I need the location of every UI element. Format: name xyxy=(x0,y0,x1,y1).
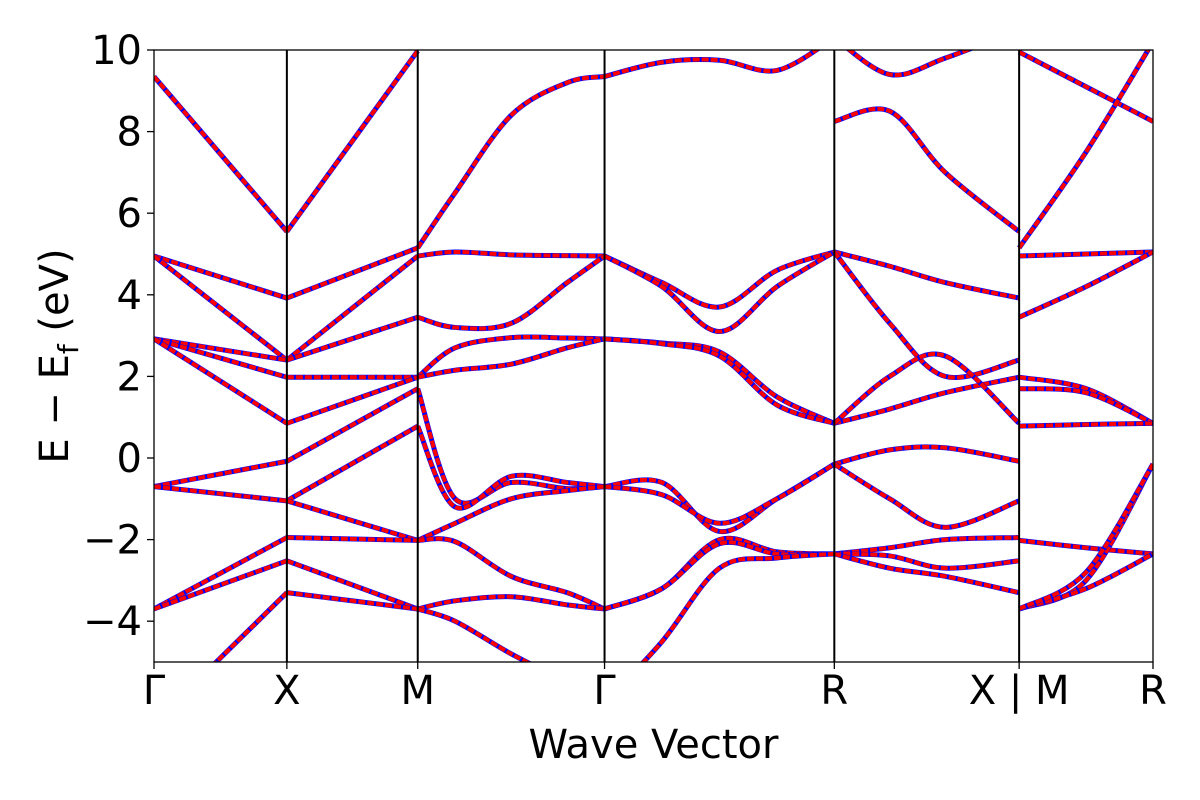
band-line-overlay xyxy=(286,590,418,611)
x-tick-label: X | M xyxy=(969,668,1070,714)
band-line-overlay xyxy=(154,535,288,611)
band-line-overlay xyxy=(832,250,1020,380)
band-line-overlay xyxy=(417,254,606,331)
band-line-reference xyxy=(604,336,836,426)
x-tick-label: X xyxy=(273,668,300,714)
band-line-overlay xyxy=(416,484,605,543)
band-line-overlay xyxy=(833,444,1020,467)
band-line-reference xyxy=(603,50,821,79)
band-line-reference xyxy=(603,539,835,612)
y-axis-title-main: E − E xyxy=(32,354,78,464)
band-line-overlay xyxy=(154,459,288,489)
band-line-overlay xyxy=(1019,386,1153,426)
y-tick-label: −2 xyxy=(83,518,142,564)
band-line-overlay xyxy=(286,535,418,543)
band-line-overlay xyxy=(285,424,419,503)
band-line-overlay xyxy=(604,50,820,79)
band-line-overlay xyxy=(286,558,419,611)
x-tick-label: M xyxy=(400,668,435,714)
band-line-overlay xyxy=(603,250,836,334)
band-line-reference xyxy=(604,461,836,526)
band-line-overlay xyxy=(416,334,605,379)
band-line-overlay xyxy=(603,250,835,310)
band-line-overlay xyxy=(286,246,419,300)
y-tick-label: 6 xyxy=(117,191,142,237)
band-line-overlay xyxy=(833,462,1020,530)
band-line-overlay xyxy=(640,551,835,662)
x-tick-label: Γ xyxy=(593,668,616,714)
band-line-overlay xyxy=(286,498,419,543)
y-axis: −4 −2 0 2 4 6 8 10 xyxy=(83,28,154,645)
kpath-lines xyxy=(285,50,1021,662)
band-line-reference xyxy=(845,50,975,78)
band-line-overlay xyxy=(1018,250,1153,320)
band-line-reference xyxy=(416,254,606,332)
band-line-overlay xyxy=(833,551,1020,595)
band-line-reference xyxy=(832,250,1020,381)
band-line-overlay xyxy=(1018,538,1153,556)
band-line-reference xyxy=(832,462,1021,530)
band-line-overlay xyxy=(154,484,288,503)
band-line-overlay xyxy=(154,336,288,363)
band-line-overlay xyxy=(285,50,420,233)
band-line-overlay xyxy=(1019,249,1153,259)
y-tick-label: −4 xyxy=(83,599,142,645)
y-axis-title-unit: (eV) xyxy=(32,248,78,344)
band-line-overlay xyxy=(1018,375,1153,426)
band-line-overlay xyxy=(285,386,419,464)
band-line-overlay xyxy=(834,535,1020,556)
band-line-overlay xyxy=(833,375,1020,426)
band-line-overlay xyxy=(154,558,288,611)
band-line-overlay xyxy=(1019,421,1153,429)
band-line-overlay xyxy=(833,250,1020,301)
band-line-overlay xyxy=(416,74,605,250)
y-axis-title: E − Ef (eV) xyxy=(32,248,85,463)
bands-layer xyxy=(154,50,1153,662)
band-line-overlay xyxy=(154,75,289,233)
band-line-overlay xyxy=(417,336,606,380)
band-line-overlay xyxy=(417,536,606,611)
x-tick-label: R xyxy=(1139,668,1167,714)
band-line-overlay xyxy=(286,375,419,426)
band-line-overlay xyxy=(1018,463,1153,611)
band-line-reference xyxy=(833,106,1021,234)
band-line-overlay xyxy=(154,254,289,362)
band-line-overlay xyxy=(154,336,288,380)
y-axis-title-subscript: f xyxy=(52,343,85,354)
band-line-overlay xyxy=(213,591,289,662)
y-tick-label: 4 xyxy=(117,273,142,319)
y-tick-label: 0 xyxy=(117,436,142,482)
x-tick-label: R xyxy=(820,668,848,714)
band-line-overlay xyxy=(417,249,605,259)
band-line-reference xyxy=(1018,374,1153,426)
x-tick-label: Γ xyxy=(143,668,166,714)
band-line-overlay xyxy=(846,50,973,78)
plot-frame xyxy=(153,49,1154,663)
band-line-overlay xyxy=(286,315,419,362)
band-line-overlay xyxy=(417,594,605,611)
band-line-reference xyxy=(415,74,605,250)
band-line-overlay xyxy=(417,607,532,662)
band-line-overlay xyxy=(604,462,836,526)
band-line-overlay xyxy=(1018,50,1153,124)
band-line-overlay xyxy=(154,337,288,426)
y-tick-label: 10 xyxy=(91,28,142,74)
y-tick-label: 8 xyxy=(117,110,142,156)
y-tick-label: 2 xyxy=(117,354,142,400)
band-line-overlay xyxy=(833,106,1021,234)
band-line-overlay xyxy=(834,551,1020,571)
band-line-overlay xyxy=(285,254,419,362)
band-line-reference xyxy=(640,551,835,662)
band-line-overlay xyxy=(154,254,288,300)
x-axis: Γ X M Γ R X | M R xyxy=(143,662,1167,714)
band-line-overlay xyxy=(604,462,836,534)
band-line-overlay xyxy=(833,352,1021,425)
x-axis-title: Wave Vector xyxy=(529,722,780,768)
band-line-overlay xyxy=(415,387,605,506)
band-line-overlay xyxy=(1017,50,1151,250)
band-line-overlay xyxy=(604,336,835,426)
band-line-overlay xyxy=(415,425,605,511)
